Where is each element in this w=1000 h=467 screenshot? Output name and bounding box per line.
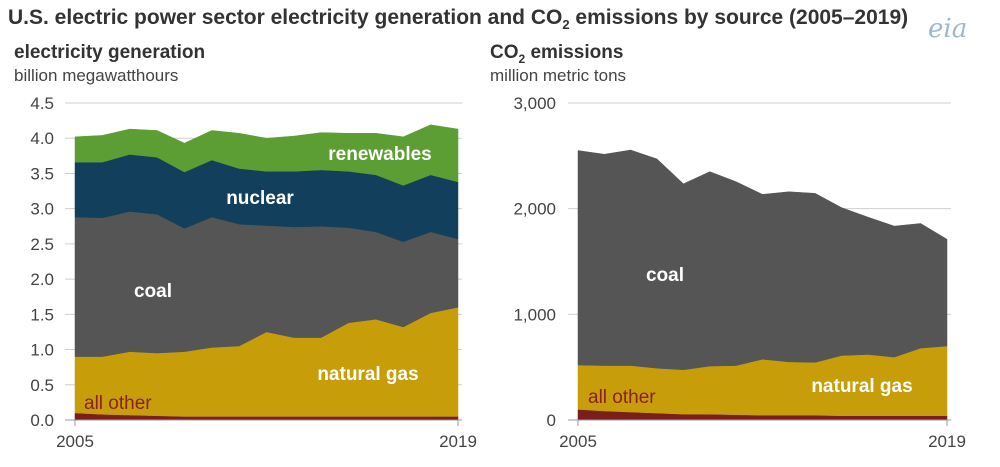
- series-label-all-other: all other: [588, 387, 656, 408]
- y-tick-label: 0.5: [30, 376, 54, 395]
- y-tick-label: 2.5: [30, 235, 54, 254]
- series-label-all-other: all other: [84, 393, 152, 414]
- y-tick-label: 2.0: [30, 270, 54, 289]
- y-tick-label: 4.5: [30, 94, 54, 113]
- y-tick-label: 0.0: [30, 411, 54, 430]
- y-tick-label: 2,000: [513, 200, 556, 219]
- y-tick-label: 4.0: [30, 129, 54, 148]
- x-tick-label: 2005: [56, 432, 94, 451]
- right-title-subscript: 2: [518, 51, 526, 66]
- right-chart-unit: million metric tons: [490, 66, 627, 85]
- y-tick-label: 1.5: [30, 305, 54, 324]
- y-tick-label: 3.0: [30, 200, 54, 219]
- y-tick-label: 3,000: [513, 94, 556, 113]
- series-label-renewables: renewables: [328, 144, 432, 165]
- left-chart-unit: billion megawatthours: [14, 66, 179, 85]
- title-subscript: 2: [562, 17, 570, 33]
- left-chart-title: electricity generation: [14, 42, 206, 63]
- right-title-text: CO: [490, 42, 519, 63]
- y-tick-label: 0: [547, 411, 556, 430]
- chart-generation: 0.0 0.5 1.0 1.5 2.0 2.5 3.0 3.5 4.0 4.5 2005 2019 re…: [30, 94, 477, 451]
- series-label-natural-gas: natural gas: [811, 376, 912, 397]
- y-tick-label: 1.0: [30, 341, 54, 360]
- x-tick-label: 2019: [439, 432, 477, 451]
- x-tick-label: 2005: [559, 432, 597, 451]
- title-text-end: emissions by source (2005–2019): [569, 6, 909, 29]
- right-title-text-end: emissions: [525, 42, 624, 63]
- series-label-coal: coal: [646, 265, 684, 286]
- figure-title: U.S. electric power sector electricity g…: [8, 6, 908, 32]
- x-tick-label: 2019: [928, 432, 966, 451]
- title-text: U.S. electric power sector electricity g…: [8, 6, 563, 29]
- series-label-natural-gas: natural gas: [317, 364, 418, 385]
- y-tick-label: 3.5: [30, 164, 54, 183]
- series-label-coal: coal: [134, 281, 172, 302]
- series-label-nuclear: nuclear: [226, 188, 294, 209]
- y-tick-label: 1,000: [513, 305, 556, 324]
- right-chart-title: CO2 emissions: [490, 42, 623, 66]
- chart-emissions: 0 1,000 2,000 3,000 2005 2019 coal natural gas a…: [513, 94, 965, 451]
- eia-logo: eia: [928, 14, 968, 44]
- area-coal: [577, 149, 948, 371]
- area-renewables: [74, 124, 459, 186]
